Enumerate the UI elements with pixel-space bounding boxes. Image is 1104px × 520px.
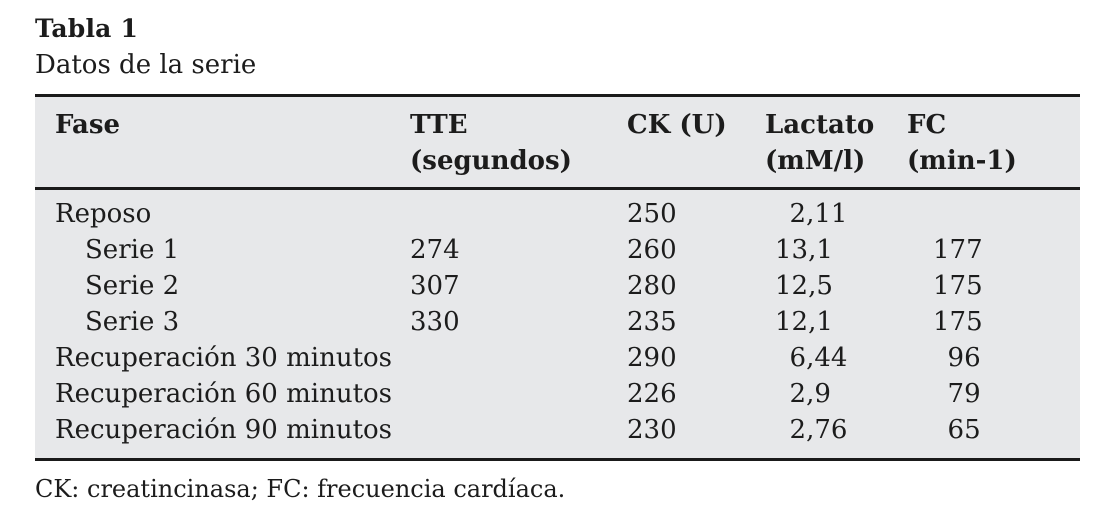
cell-value: 177 bbox=[933, 235, 983, 266]
decimal-align-pad bbox=[775, 401, 790, 402]
column-header-sub-label: (min-1) bbox=[907, 146, 1017, 177]
decimal-align-pad bbox=[933, 365, 948, 366]
column-header-label: TTE bbox=[410, 110, 468, 141]
table-row: Serie 1 274 260 13,1 177 bbox=[35, 232, 1080, 268]
cell-value: 12,5 bbox=[775, 271, 833, 302]
cell-value: 235 bbox=[627, 307, 677, 338]
column-header: FC (min-1) bbox=[907, 96, 1080, 189]
column-header: CK (U) bbox=[627, 96, 765, 189]
cell-value: 65 bbox=[907, 412, 1080, 460]
cell-value: 175 bbox=[933, 307, 983, 338]
cell-value: 2,11 bbox=[765, 189, 907, 233]
column-header: Fase bbox=[35, 96, 410, 189]
cell-value bbox=[410, 189, 627, 233]
decimal-align-pad bbox=[775, 221, 790, 222]
table-row: Recuperación 60 minutos 226 2,9 79 bbox=[35, 376, 1080, 412]
cell-value: 260 bbox=[627, 235, 677, 266]
decimal-align-pad bbox=[933, 437, 948, 438]
cell-value: 13,1 bbox=[775, 235, 833, 266]
row-label: Serie 3 bbox=[85, 307, 180, 338]
cell-value: 226 bbox=[627, 379, 677, 410]
column-header: Lactato (mM/l) bbox=[765, 96, 907, 189]
column-header-sub-label: (mM/l) bbox=[765, 146, 866, 177]
table-body: Reposo 250 2,11 Serie 1 274 260 13,1 177 Serie 2… bbox=[35, 189, 1080, 460]
cell-value: 250 bbox=[627, 199, 677, 230]
table-header: Fase TTE (segundos) CK (U) Lactato (mM/l) FC (m… bbox=[35, 96, 1080, 189]
cell-value: 330 bbox=[410, 307, 460, 338]
table-row: Reposo 250 2,11 bbox=[35, 189, 1080, 233]
table-subtitle: Datos de la serie bbox=[35, 49, 257, 80]
cell-value: 274 bbox=[410, 235, 460, 266]
table-row: Serie 3 330 235 12,1 175 bbox=[35, 304, 1080, 340]
row-label: Recuperación 30 minutos bbox=[55, 343, 393, 374]
cell-value bbox=[410, 340, 627, 376]
table-row: Serie 2 307 280 12,5 175 bbox=[35, 268, 1080, 304]
header-row: Fase TTE (segundos) CK (U) Lactato (mM/l) FC (m… bbox=[35, 96, 1080, 189]
cell-value: 6,44 bbox=[765, 340, 907, 376]
row-label: Recuperación 60 minutos bbox=[55, 379, 393, 410]
cell-value: 79 bbox=[907, 376, 1080, 412]
cell-value: 307 bbox=[410, 271, 460, 302]
row-label: Recuperación 90 minutos bbox=[55, 415, 393, 446]
cell-value bbox=[907, 189, 1080, 233]
column-header-label: FC bbox=[907, 110, 947, 141]
decimal-align-pad bbox=[775, 437, 790, 438]
cell-value bbox=[410, 412, 627, 460]
cell-value: 2,9 bbox=[765, 376, 907, 412]
column-header-label: CK (U) bbox=[627, 110, 727, 141]
row-label: Reposo bbox=[55, 199, 152, 230]
cell-value: 290 bbox=[627, 343, 677, 374]
table-title: Tabla 1 bbox=[35, 14, 139, 43]
cell-value: 230 bbox=[627, 415, 677, 446]
cell-value: 175 bbox=[933, 271, 983, 302]
cell-value: 2,76 bbox=[765, 412, 907, 460]
table-row: Recuperación 30 minutos 290 6,44 96 bbox=[35, 340, 1080, 376]
table-row: Recuperación 90 minutos 230 2,76 65 bbox=[35, 412, 1080, 460]
data-table: Fase TTE (segundos) CK (U) Lactato (mM/l) FC (m… bbox=[35, 94, 1080, 462]
page: Tabla 1 Datos de la serie Fase TTE (segund… bbox=[35, 14, 1080, 504]
table-footnote: CK: creatincinasa; FC: frecuencia cardía… bbox=[35, 475, 566, 504]
cell-value: 12,1 bbox=[775, 307, 833, 338]
cell-value bbox=[410, 376, 627, 412]
column-header-label: Lactato bbox=[765, 110, 875, 141]
decimal-align-pad bbox=[775, 365, 790, 366]
column-header-sub-label: (segundos) bbox=[410, 146, 572, 177]
cell-value: 96 bbox=[907, 340, 1080, 376]
column-header-label: Fase bbox=[55, 110, 121, 141]
row-label: Serie 1 bbox=[85, 235, 180, 266]
cell-value: 280 bbox=[627, 271, 677, 302]
column-header: TTE (segundos) bbox=[410, 96, 627, 189]
decimal-align-pad bbox=[933, 401, 948, 402]
row-label: Serie 2 bbox=[85, 271, 180, 302]
